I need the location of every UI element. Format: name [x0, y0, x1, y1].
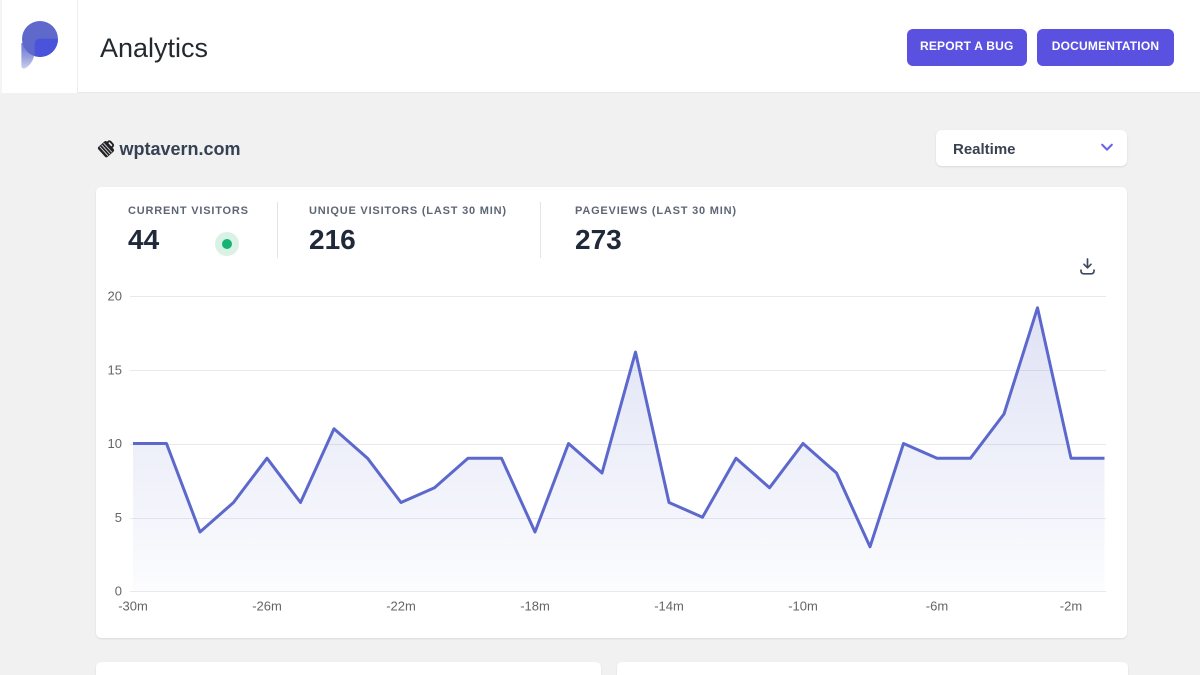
svg-text:-22m: -22m: [386, 599, 416, 614]
svg-text:-26m: -26m: [252, 599, 282, 614]
svg-text:15: 15: [108, 362, 122, 377]
svg-text:-18m: -18m: [520, 599, 550, 614]
svg-text:-14m: -14m: [654, 599, 684, 614]
svg-text:5: 5: [115, 510, 122, 525]
svg-text:-2m: -2m: [1060, 599, 1082, 614]
svg-text:0: 0: [115, 584, 122, 599]
svg-text:20: 20: [108, 289, 122, 304]
svg-text:-6m: -6m: [926, 599, 948, 614]
svg-text:10: 10: [108, 436, 122, 451]
svg-text:-30m: -30m: [118, 599, 148, 614]
svg-text:-10m: -10m: [788, 599, 818, 614]
